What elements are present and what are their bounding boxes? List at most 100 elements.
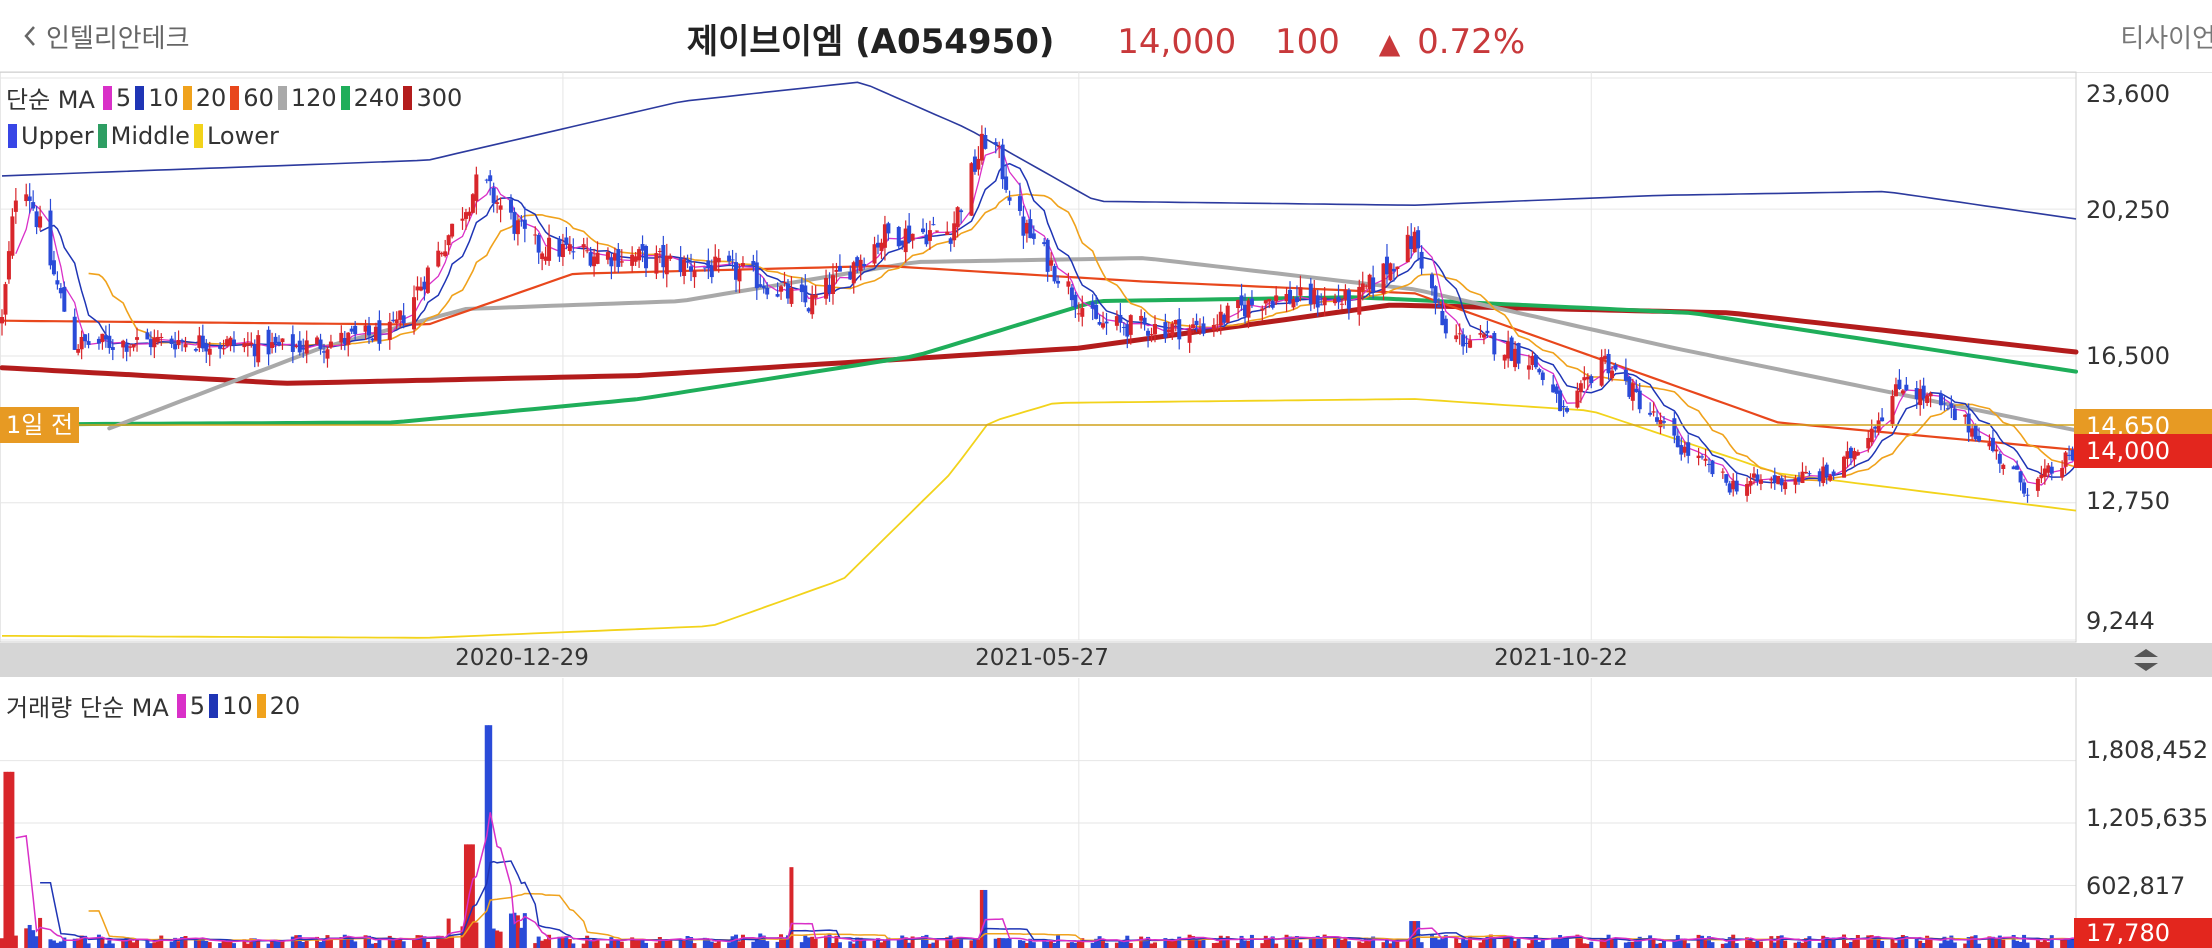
candle <box>924 222 929 247</box>
candle <box>682 255 687 285</box>
legend-swatch <box>403 85 413 110</box>
volume-bar <box>121 939 126 948</box>
volume-bar <box>349 937 354 948</box>
candle <box>751 254 756 272</box>
volume-bar <box>1845 943 1850 948</box>
candle <box>0 309 4 336</box>
candle <box>955 206 960 238</box>
candle <box>280 338 285 350</box>
candle <box>1097 314 1102 326</box>
candle <box>1866 430 1871 453</box>
volume-bar <box>1918 940 1923 948</box>
candle <box>1319 293 1324 306</box>
legend-label: 10 <box>148 83 179 112</box>
volume-bar <box>2025 942 2030 948</box>
volume-bar <box>1284 934 1289 948</box>
candle <box>6 241 11 284</box>
volume-bar <box>716 940 721 948</box>
candle <box>1696 447 1701 466</box>
candle <box>765 282 770 300</box>
volume-bar <box>1017 940 1022 948</box>
volume-bar <box>921 936 926 948</box>
volume-bar <box>10 771 15 948</box>
candle <box>619 249 624 267</box>
volume-bar <box>1239 935 1244 948</box>
candle <box>824 269 829 305</box>
candle <box>588 246 593 268</box>
candle <box>353 320 358 340</box>
volume-bar <box>415 935 420 948</box>
volume-bar <box>2067 938 2072 948</box>
volume-bar <box>730 936 735 948</box>
volume-bar <box>1215 942 1220 948</box>
volume-bar <box>1042 938 1047 948</box>
volume-bar <box>612 940 617 948</box>
resize-handle-icon[interactable] <box>2128 645 2164 675</box>
back-button[interactable]: 인텔리안테크 <box>22 16 190 56</box>
candle <box>2001 463 2006 475</box>
volume-bar <box>200 938 205 948</box>
candle <box>315 335 320 346</box>
volume-bar <box>1634 941 1639 948</box>
volume-bar <box>668 940 673 948</box>
candle <box>1343 284 1348 306</box>
volume-bar <box>1893 942 1898 948</box>
next-stock-button[interactable]: 티사이언 <box>2120 24 2212 54</box>
volume-bar <box>1291 936 1296 948</box>
candle <box>1090 294 1095 321</box>
candle <box>1893 377 1898 397</box>
volume-bar <box>1478 942 1483 948</box>
volume-bar <box>72 938 77 948</box>
ma-legend-prefix: 단순 MA <box>6 86 95 114</box>
volume-bar <box>1928 937 1933 948</box>
candle <box>200 324 205 353</box>
price-tick: 20,250 <box>2086 196 2170 224</box>
volume-bar <box>522 913 527 948</box>
candle <box>1613 362 1618 372</box>
volume-bar <box>585 935 590 948</box>
volume-bar <box>2035 937 2040 948</box>
candle <box>1855 449 1860 456</box>
candle <box>1772 467 1777 490</box>
volume-bar <box>1412 921 1417 948</box>
legend-label: 300 <box>416 83 463 112</box>
candle <box>325 346 330 368</box>
candle <box>592 248 597 277</box>
candle <box>79 330 84 360</box>
volume-bar <box>1651 938 1656 948</box>
volume-bar <box>1236 943 1241 948</box>
candle <box>1938 390 1943 411</box>
candle <box>1890 389 1895 428</box>
volume-bar <box>1658 943 1663 948</box>
candle <box>2063 450 2068 474</box>
volume-bar <box>1748 938 1753 948</box>
candle <box>131 344 136 352</box>
candle <box>1700 453 1705 460</box>
volume-bar <box>183 936 188 948</box>
volume-bar <box>581 943 586 948</box>
candle <box>1963 414 1968 425</box>
candle <box>55 271 60 290</box>
volume-bar <box>1914 938 1919 948</box>
volume-bar <box>969 940 974 948</box>
volume-bar <box>221 939 226 948</box>
candle <box>155 330 160 345</box>
candle <box>2015 460 2020 470</box>
candle <box>948 237 953 252</box>
volume-bar <box>31 930 36 948</box>
volume-bar <box>1191 936 1196 948</box>
back-label: 인텔리안테크 <box>46 23 190 54</box>
candle <box>463 208 468 230</box>
volume-bar <box>588 941 593 948</box>
volume-bar <box>1925 935 1930 948</box>
ma-line-20 <box>88 193 2077 482</box>
volume-bar <box>450 936 455 948</box>
candle <box>1021 205 1026 249</box>
volume-bar <box>2018 941 2023 948</box>
volume-bar <box>536 936 541 948</box>
volume-bar <box>1218 935 1223 948</box>
candle <box>1094 294 1099 320</box>
volume-bar <box>1876 938 1881 948</box>
candle <box>304 330 309 364</box>
